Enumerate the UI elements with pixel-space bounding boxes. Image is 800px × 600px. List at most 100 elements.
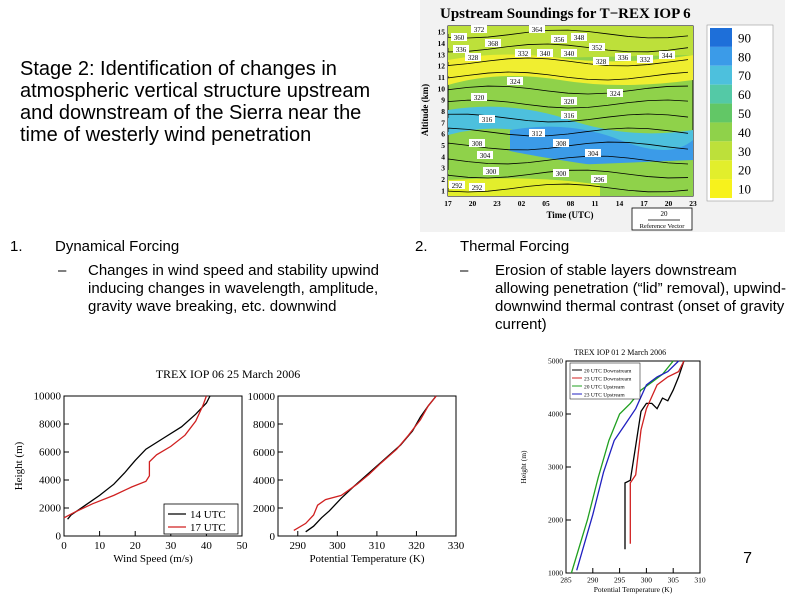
contour-label-box (471, 93, 487, 101)
legend-label: 23 UTC Upstream (584, 393, 625, 399)
colorbar-label: 60 (738, 87, 751, 102)
contour-label-box (553, 139, 569, 147)
contour-label: 352 (592, 44, 603, 52)
colorbar-swatch (710, 103, 732, 123)
series-line (624, 360, 685, 550)
contour-label: 344 (662, 52, 673, 60)
soundings-ytick: 2 (441, 175, 445, 184)
contour-label-box (593, 57, 609, 65)
y-tick-label: 0 (56, 531, 62, 543)
contour-line (447, 29, 689, 39)
soundings-ytick: 15 (438, 28, 446, 37)
contour-label: 300 (486, 168, 497, 176)
y-tick-label: 6000 (39, 447, 62, 459)
contour-label: 328 (468, 54, 479, 62)
contour-label: 364 (532, 26, 543, 34)
x-tick-label: 10 (94, 540, 106, 552)
contour-label: 368 (488, 40, 499, 48)
y-tick-label: 2000 (39, 503, 62, 515)
soundings-ytick: 8 (441, 107, 445, 116)
contour-label: 348 (574, 34, 585, 42)
contour-label-box (479, 115, 495, 123)
legend-label: 20 UTC Upstream (584, 385, 625, 391)
contour-label-box (469, 139, 485, 147)
x-tick-label: 0 (61, 540, 67, 552)
contour-label-box (561, 111, 577, 119)
x-tick-label: 310 (694, 576, 706, 585)
y-axis-label: Height (m) (13, 441, 25, 490)
soundings-xtick: 11 (591, 199, 598, 208)
x-axis-label: Wind Speed (m/s) (113, 553, 193, 565)
contour-label: 320 (564, 98, 575, 106)
y-tick-label: 0 (270, 531, 276, 543)
contour-line (447, 155, 689, 165)
series-line (67, 395, 211, 520)
soundings-xtick: 05 (542, 199, 550, 208)
soundings-title: Upstream Soundings for T−REX IOP 6 (440, 6, 691, 22)
contour-line (447, 127, 689, 137)
soundings-xtick: 17 (444, 199, 452, 208)
contour-label-box (529, 25, 545, 33)
colorbar-label: 80 (738, 49, 751, 64)
series-line (629, 360, 685, 544)
y-axis-label: Height (m) (519, 450, 528, 484)
colorbar-label: 30 (738, 144, 751, 159)
y-tick-label: 2000 (548, 516, 563, 525)
contour-label: 300 (556, 170, 567, 178)
legend-label: 23 UTC Downstream (584, 377, 632, 383)
contour-label: 316 (564, 112, 575, 120)
y-tick-label: 5000 (548, 357, 563, 366)
soundings-xtick: 23 (493, 199, 501, 208)
colorbar-swatch (710, 65, 732, 85)
x-tick-label: 310 (369, 540, 386, 552)
x-tick-label: 290 (587, 576, 599, 585)
contour-label: 312 (532, 130, 543, 138)
soundings-xtick: 20 (469, 199, 477, 208)
soundings-ytick: 10 (438, 84, 446, 93)
contour-label-box (591, 175, 607, 183)
soundings-ytick: 12 (438, 62, 446, 71)
contour-label-box (471, 25, 487, 33)
contour-label: 356 (554, 36, 565, 44)
contour-label-box (551, 35, 567, 43)
plot-frame (277, 395, 457, 537)
y-tick-label: 4000 (548, 410, 563, 419)
contour-label: 308 (472, 140, 483, 148)
soundings-ytick: 6 (441, 130, 445, 139)
x-tick-label: 30 (165, 540, 177, 552)
soundings-ytick: 13 (438, 50, 446, 59)
contour-label-box (637, 55, 653, 63)
contour-label: 296 (594, 176, 605, 184)
y-tick-label: 4000 (39, 475, 62, 487)
section-1-text: Changes in wind speed and stability upwi… (88, 262, 380, 315)
section-2-dash: – (460, 262, 469, 279)
x-axis-label: Potential Temperature (K) (594, 585, 673, 594)
contour-label-box (529, 129, 545, 137)
y-tick-label: 2000 (253, 503, 276, 515)
contour-line (447, 183, 689, 193)
soundings-ytick: 1 (441, 186, 445, 195)
x-tick-label: 330 (448, 540, 465, 552)
y-tick-label: 3000 (548, 463, 563, 472)
contour-label: 304 (480, 152, 491, 160)
contour-label-box (561, 97, 577, 105)
contour-label-box (483, 167, 499, 175)
colorbar-swatch (710, 46, 732, 66)
contour-label-box (451, 33, 467, 41)
soundings-ytick: 14 (438, 39, 446, 48)
soundings-xtick: 17 (640, 199, 648, 208)
contour-label: 324 (510, 78, 521, 86)
colorbar-swatch (710, 84, 732, 104)
legend-label: 20 UTC Downstream (584, 369, 632, 375)
section-1-heading: Dynamical Forcing (55, 238, 180, 255)
x-tick-label: 320 (408, 540, 425, 552)
soundings-ylabel: Altitude (km) (420, 84, 430, 136)
legend-label: 17 UTC (190, 522, 226, 534)
contour-label: 332 (640, 56, 651, 64)
contour-label: 304 (588, 150, 599, 158)
contour-line (447, 85, 689, 95)
soundings-xlabel: Time (UTC) (546, 210, 593, 220)
contour-label: 320 (474, 94, 485, 102)
contour-label-box (465, 53, 481, 61)
soundings-plot: Upstream Soundings for T−REX IOP 6 36037… (420, 0, 785, 232)
